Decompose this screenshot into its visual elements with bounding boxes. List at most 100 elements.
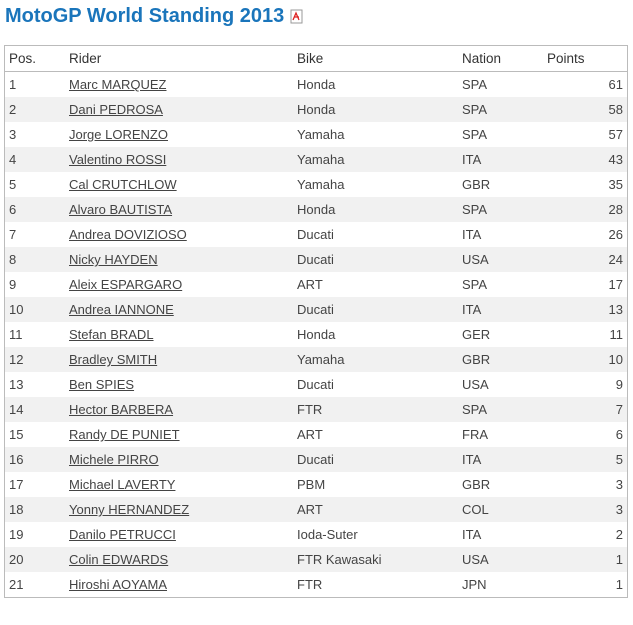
table-cell: Ducati	[297, 377, 334, 392]
table-cell: Stefan BRADL	[65, 322, 293, 347]
table-cell: Honda	[297, 327, 336, 342]
table-cell: 9	[9, 277, 17, 292]
rider-link[interactable]: Randy DE PUNIET	[69, 427, 180, 442]
table-cell: Colin EDWARDS	[65, 547, 293, 572]
table-cell: FTR Kawasaki	[293, 547, 458, 572]
header-row: Pos. Rider Bike Nation Points	[4, 45, 628, 72]
rider-link[interactable]: Nicky HAYDEN	[69, 252, 158, 267]
rider-link[interactable]: Colin EDWARDS	[69, 552, 169, 567]
table-cell: 19	[9, 527, 24, 542]
table-cell: 6	[4, 197, 65, 222]
title-row: MotoGP World Standing 2013	[5, 5, 304, 28]
table-cell: JPN	[462, 577, 487, 592]
table-cell: Andrea DOVIZIOSO	[65, 222, 293, 247]
table-cell: USA	[458, 247, 543, 272]
table-row: 18 Yonny HERNANDEZ ART COL 3	[4, 497, 628, 522]
table-row: 13 Ben SPIES Ducati USA 9	[5, 372, 628, 397]
rider-link[interactable]: Aleix ESPARGARO	[69, 277, 183, 292]
rider-link[interactable]: Bradley SMITH	[69, 352, 158, 367]
table-row: 11 Stefan BRADL Honda GER 11	[5, 322, 628, 347]
table-cell: ITA	[462, 227, 482, 242]
table-cell: Alvaro BAUTISTA	[65, 197, 293, 222]
table-cell: USA	[462, 377, 489, 392]
table-cell: USA	[458, 547, 543, 572]
table-row: 3 Jorge LORENZO Yamaha SPA 57	[5, 122, 628, 147]
table-cell: COL	[458, 497, 543, 522]
table-cell: Jorge LORENZO	[65, 122, 293, 147]
rider-link[interactable]: Jorge LORENZO	[69, 127, 168, 142]
table-cell: 24	[543, 247, 628, 272]
table-cell: ITA	[458, 147, 543, 172]
table-cell: SPA	[462, 277, 488, 292]
table-cell: 7	[9, 227, 17, 242]
table-cell: 18	[4, 497, 65, 522]
table-row: 7 Andrea DOVIZIOSO Ducati ITA 26	[5, 222, 628, 247]
rider-link[interactable]: Andrea DOVIZIOSO	[69, 227, 187, 242]
table-cell: FTR	[297, 577, 323, 592]
table-cell: Yamaha	[297, 127, 345, 142]
rider-link[interactable]: Hiroshi AOYAMA	[69, 577, 168, 592]
table-cell: FTR	[293, 397, 458, 422]
table-cell: 8	[4, 247, 65, 272]
table-cell: GBR	[458, 347, 543, 372]
table-cell: 17	[9, 477, 24, 492]
rider-link[interactable]: Alvaro BAUTISTA	[69, 202, 173, 217]
rider-link[interactable]: Valentino ROSSI	[69, 152, 167, 167]
table-cell: Ioda-Suter	[297, 527, 358, 542]
table-cell: 13	[543, 297, 628, 322]
rider-link[interactable]: Stefan BRADL	[69, 327, 154, 342]
table-cell: Michael LAVERTY	[65, 472, 293, 497]
pdf-icon[interactable]	[290, 9, 304, 24]
table-cell: ITA	[458, 447, 543, 472]
table-cell: ITA	[458, 297, 543, 322]
table-cell: SPA	[462, 77, 488, 92]
table-row: 19 Danilo PETRUCCI Ioda-Suter ITA 2	[5, 522, 628, 547]
table-cell: Danilo PETRUCCI	[65, 522, 293, 547]
table-cell: Honda	[293, 97, 458, 122]
rider-link[interactable]: Dani PEDROSA	[69, 102, 163, 117]
table-row: 20 Colin EDWARDS FTR Kawasaki USA 1	[4, 547, 628, 572]
table-cell: Cal CRUTCHLOW	[65, 172, 293, 197]
table-cell: 13	[9, 377, 24, 392]
table-cell: Ben SPIES	[65, 372, 293, 397]
table-cell: 15	[9, 427, 24, 442]
rider-link[interactable]: Michele PIRRO	[69, 452, 159, 467]
table-cell: 28	[543, 197, 628, 222]
table-row: 15 Randy DE PUNIET ART FRA 6	[5, 422, 628, 447]
rider-link[interactable]: Michael LAVERTY	[69, 477, 176, 492]
table-cell: Ducati	[293, 447, 458, 472]
table-cell: 43	[543, 147, 628, 172]
table-row: 1 Marc MARQUEZ Honda SPA 61	[5, 72, 628, 98]
table-cell: Honda	[297, 77, 336, 92]
table-cell: 4	[4, 147, 65, 172]
column-header: Points	[543, 45, 628, 72]
rider-link[interactable]: Cal CRUTCHLOW	[69, 177, 177, 192]
table-cell: PBM	[297, 477, 326, 492]
table-row: 12 Bradley SMITH Yamaha GBR 10	[4, 347, 628, 372]
table-cell: Valentino ROSSI	[65, 147, 293, 172]
table-cell: 17	[608, 277, 623, 292]
table-cell: 3	[615, 477, 623, 492]
rider-link[interactable]: Ben SPIES	[69, 377, 135, 392]
table-cell: SPA	[458, 97, 543, 122]
rider-link[interactable]: Yonny HERNANDEZ	[69, 502, 190, 517]
table-cell: 21	[9, 577, 24, 592]
table-cell: Randy DE PUNIET	[65, 422, 293, 447]
table-cell: Hiroshi AOYAMA	[65, 572, 293, 598]
table-row: 6 Alvaro BAUTISTA Honda SPA 28	[4, 197, 628, 222]
table-row: 4 Valentino ROSSI Yamaha ITA 43	[4, 147, 628, 172]
rider-link[interactable]: Marc MARQUEZ	[69, 77, 167, 92]
table-cell: Yonny HERNANDEZ	[65, 497, 293, 522]
table-cell: ART	[293, 497, 458, 522]
table-row: 21 Hiroshi AOYAMA FTR JPN 1	[5, 572, 628, 598]
table-cell: 1	[543, 547, 628, 572]
table-cell: ITA	[462, 527, 482, 542]
table-cell: 10	[543, 347, 628, 372]
rider-link[interactable]: Hector BARBERA	[69, 402, 174, 417]
table-cell: SPA	[458, 197, 543, 222]
column-header: Bike	[293, 45, 458, 72]
rider-link[interactable]: Danilo PETRUCCI	[69, 527, 176, 542]
rider-link[interactable]: Andrea IANNONE	[69, 302, 174, 317]
